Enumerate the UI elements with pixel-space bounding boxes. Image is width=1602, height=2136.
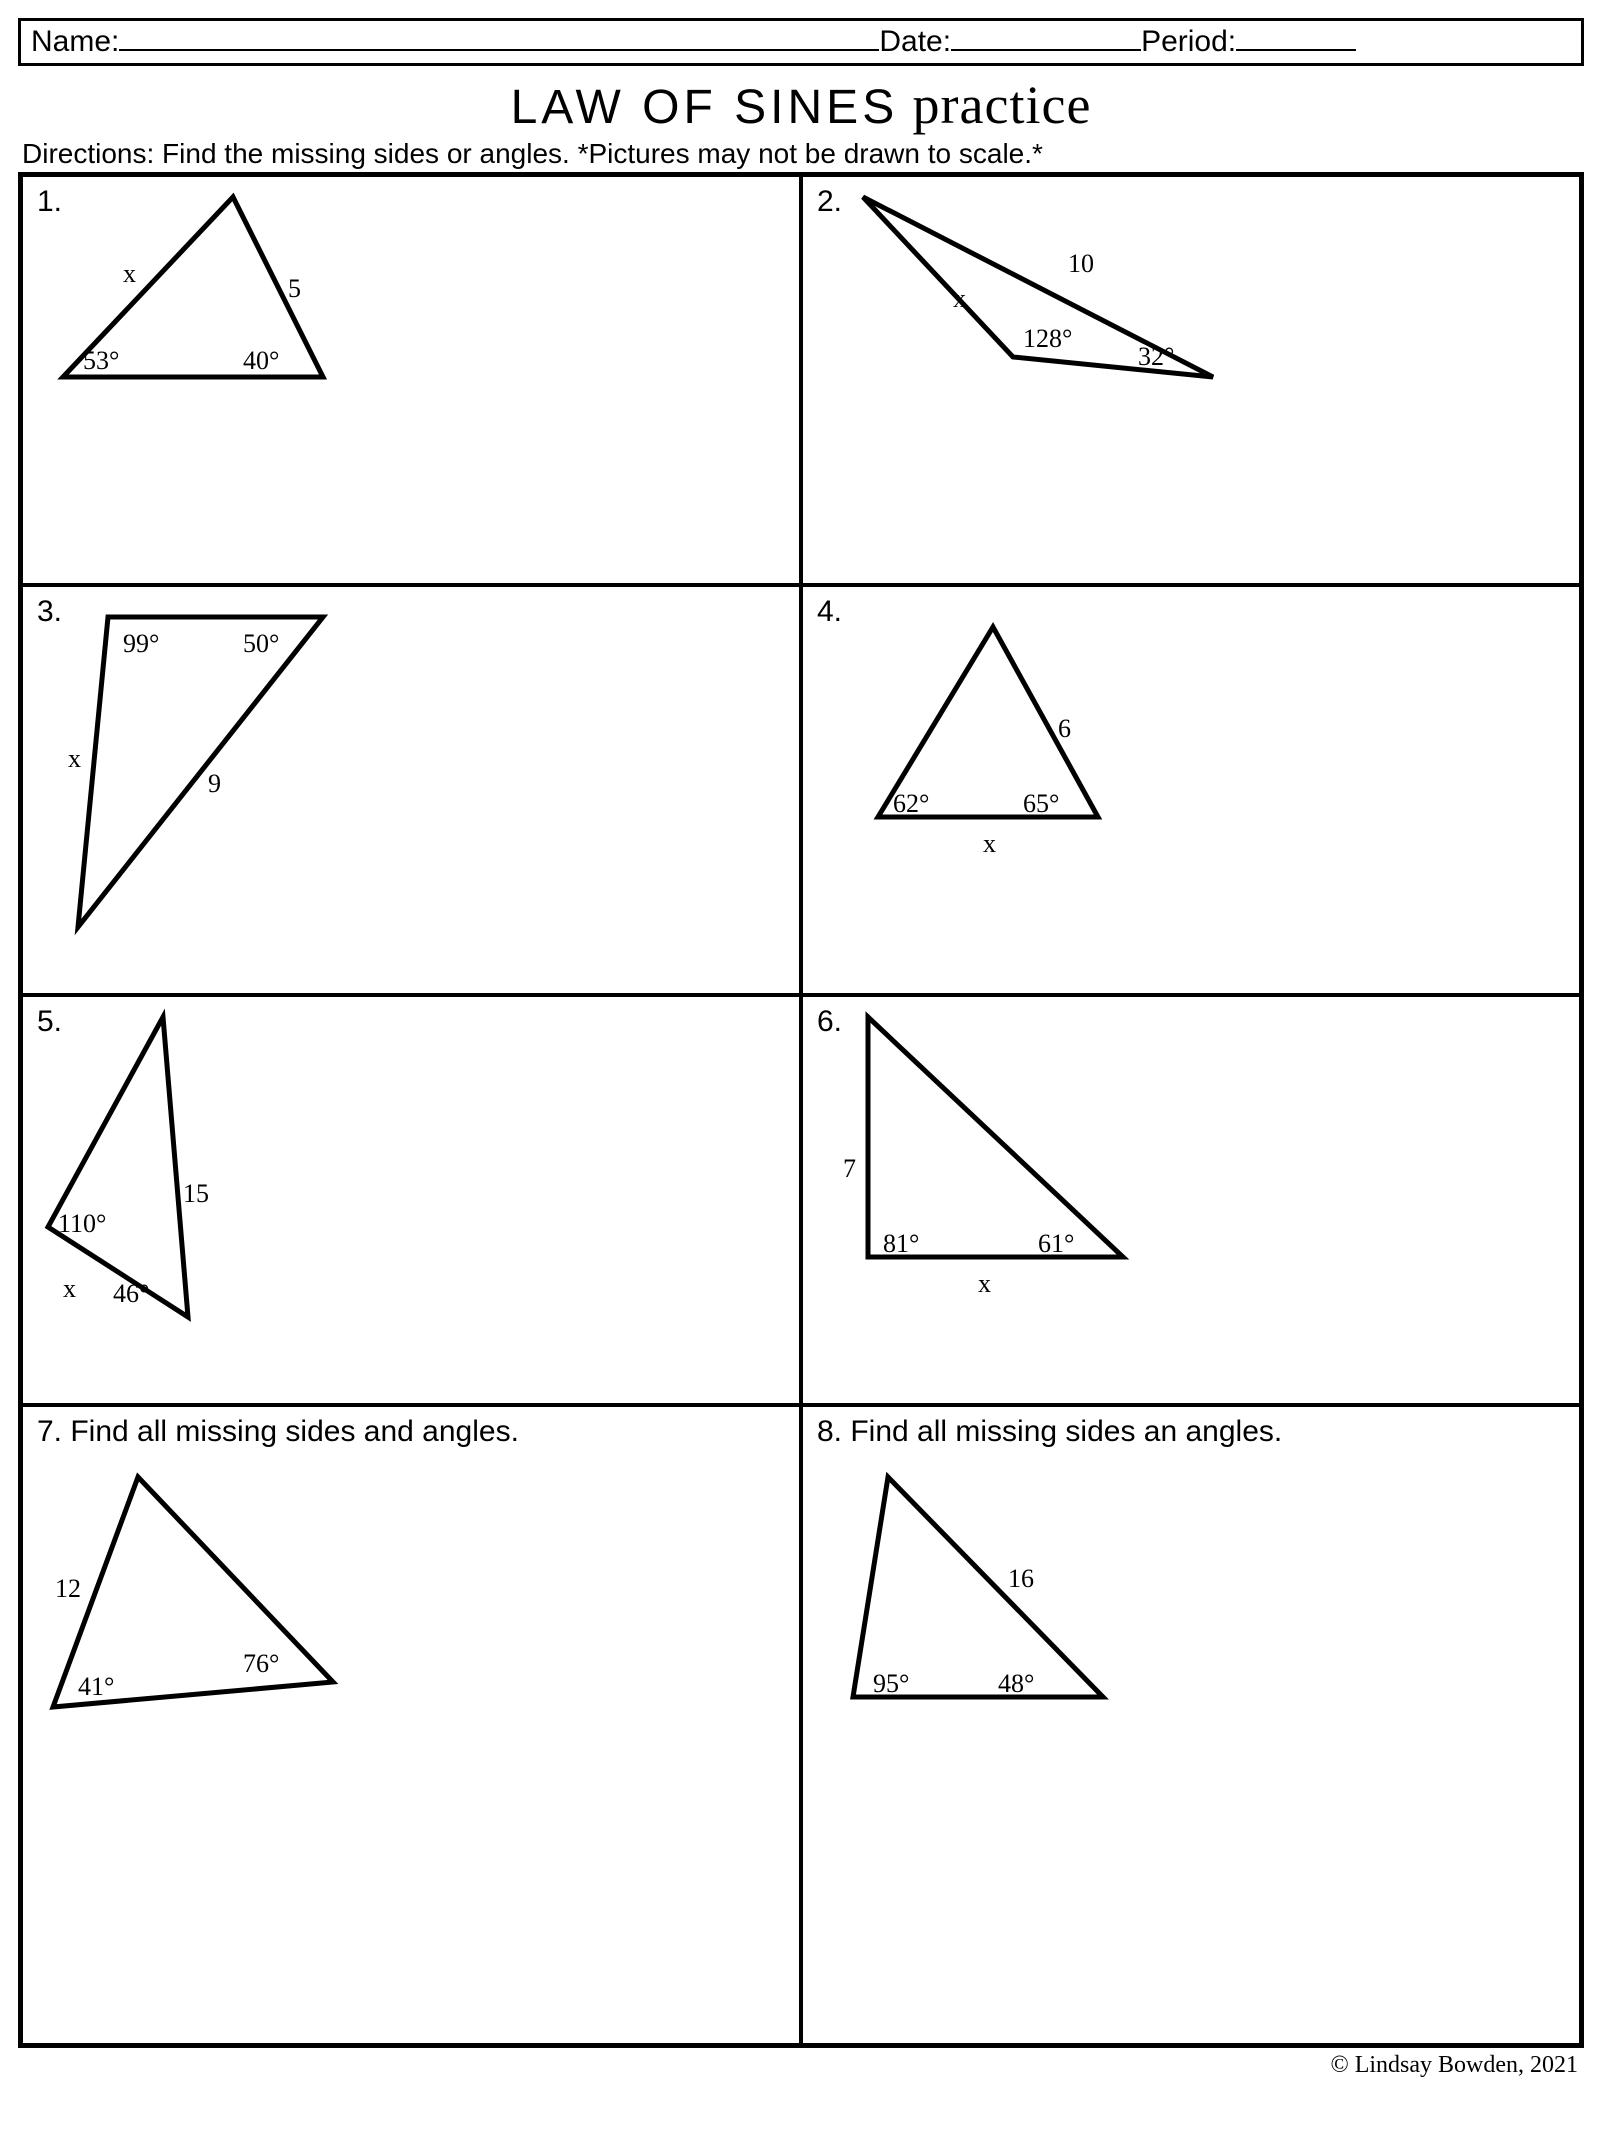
label: 81° bbox=[883, 1229, 919, 1258]
period-label: Period: bbox=[1141, 25, 1236, 59]
date-label: Date: bbox=[879, 25, 951, 59]
triangle-diagram: 6 62° 65° x bbox=[863, 617, 1163, 877]
date-line[interactable] bbox=[951, 27, 1141, 51]
page-title: LAW OF SINES practice bbox=[18, 74, 1584, 136]
label: 110° bbox=[58, 1209, 106, 1238]
label: 62° bbox=[893, 789, 929, 818]
problem-cell: 2. 10 x 128° 32° bbox=[801, 175, 1581, 585]
problem-number: 3. bbox=[37, 595, 62, 629]
label: 12 bbox=[55, 1574, 81, 1603]
header-box: Name: Date: Period: bbox=[18, 18, 1584, 66]
label: 99° bbox=[123, 629, 159, 658]
label: 76° bbox=[243, 1649, 279, 1678]
problem-cell: 5.110°15x46° bbox=[21, 995, 801, 1405]
title-sub: practice bbox=[913, 75, 1092, 135]
label: 40° bbox=[243, 346, 279, 375]
problem-cell: 6. 7 81° 61° x bbox=[801, 995, 1581, 1405]
triangle-diagram: 16 95° 48° bbox=[843, 1467, 1143, 1727]
label: 50° bbox=[243, 629, 279, 658]
label: 61° bbox=[1038, 1229, 1074, 1258]
name-label: Name: bbox=[31, 25, 119, 59]
label: 41° bbox=[78, 1672, 114, 1701]
problem-grid: 1.x553°40°2.10x128°32°3.99°50°x94.662°65… bbox=[18, 172, 1584, 2048]
label: x bbox=[953, 284, 966, 313]
label: 53° bbox=[83, 346, 119, 375]
label: 9 bbox=[208, 769, 221, 798]
label: 128° bbox=[1023, 324, 1072, 353]
problem-cell: 1.x553°40° bbox=[21, 175, 801, 585]
label: 48° bbox=[998, 1669, 1034, 1698]
label: x bbox=[978, 1269, 991, 1298]
triangle-diagram: 10 x 128° 32° bbox=[843, 187, 1243, 397]
label: x bbox=[63, 1274, 76, 1303]
triangle-diagram: 7 81° 61° x bbox=[843, 1007, 1163, 1317]
problem-number: 7. Find all missing sides and angles. bbox=[37, 1415, 519, 1449]
problem-cell: 8. Find all missing sides an angles. 16 95… bbox=[801, 1405, 1581, 2045]
triangle-diagram: x 5 53° 40° bbox=[43, 187, 363, 397]
label: 5 bbox=[288, 274, 301, 303]
label: 46° bbox=[113, 1279, 149, 1308]
label: x bbox=[68, 744, 81, 773]
label: 15 bbox=[183, 1179, 209, 1208]
triangle-diagram: 110° 15 x 46° bbox=[43, 1007, 263, 1347]
label: x bbox=[983, 829, 996, 858]
label: 16 bbox=[1008, 1564, 1034, 1593]
triangle-diagram: 99° 50° x 9 bbox=[63, 597, 363, 957]
label: 32° bbox=[1138, 342, 1174, 371]
triangle-diagram: 12 76° 41° bbox=[43, 1467, 373, 1747]
problem-number: 4. bbox=[817, 595, 842, 629]
problem-number: 2. bbox=[817, 185, 842, 219]
triangle bbox=[853, 1477, 1103, 1697]
triangle bbox=[868, 1017, 1123, 1257]
period-line[interactable] bbox=[1236, 27, 1356, 51]
problem-cell: 4. 6 62° 65° x bbox=[801, 585, 1581, 995]
label: x bbox=[123, 259, 136, 288]
label: 7 bbox=[843, 1154, 856, 1183]
label: 65° bbox=[1023, 789, 1059, 818]
triangle bbox=[78, 617, 323, 927]
label: 95° bbox=[873, 1669, 909, 1698]
label: 10 bbox=[1068, 249, 1094, 278]
triangle bbox=[48, 1017, 188, 1317]
label: 6 bbox=[1058, 714, 1071, 743]
directions: Directions: Find the missing sides or an… bbox=[22, 138, 1584, 170]
problem-number: 6. bbox=[817, 1005, 842, 1039]
problem-number: 8. Find all missing sides an angles. bbox=[817, 1415, 1282, 1449]
problem-cell: 7. Find all missing sides and angles. 12 7… bbox=[21, 1405, 801, 2045]
problem-cell: 3. 99° 50° x 9 bbox=[21, 585, 801, 995]
title-main: LAW OF SINES bbox=[511, 81, 899, 134]
copyright: © Lindsay Bowden, 2021 bbox=[18, 2052, 1584, 2079]
name-line[interactable] bbox=[119, 27, 879, 51]
